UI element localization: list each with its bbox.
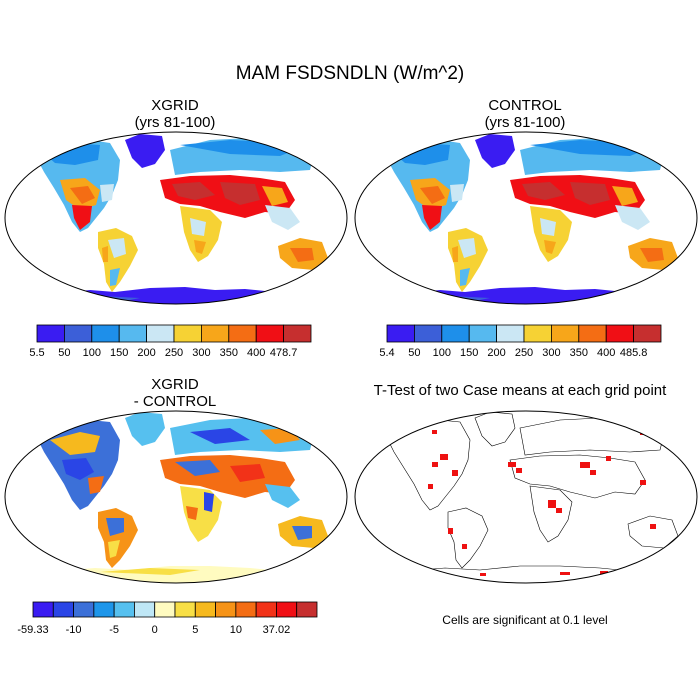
map-diff [4,410,348,584]
colorbar-diff-cell [194,601,216,618]
colorbar-diff-tick-label: 37.02 [262,624,291,636]
colorbar-xgrid-tick-label: 50 [58,347,71,359]
colorbar-diff-cell [154,601,176,618]
colorbar-xgrid-cell [228,324,257,343]
colorbar-diff-cell [296,601,318,618]
colorbar-xgrid-cell [200,324,230,343]
colorbar-control-cell [578,324,607,343]
colorbar-xgrid-cell [64,324,93,343]
colorbar-xgrid-cell [173,324,202,343]
colorbar-diff-tick-label: -5 [109,624,120,636]
panel-title-ttest-line1: T-Test of two Case means at each grid po… [373,382,667,399]
colorbar-xgrid-cell [283,324,312,343]
colorbar-control-cell [496,324,525,343]
colorbar-diff-cell [134,601,156,618]
colorbar-diff-tick-label: -10 [65,624,82,636]
colorbar-diff-tick-label: 5 [192,624,199,636]
colorbar-diff-cell [174,601,196,618]
colorbar-diff-cell [73,601,95,618]
colorbar-xgrid-tick-label: 400 [247,347,266,359]
colorbar-diff [32,601,318,618]
colorbar-diff-tick-label: 0 [151,624,158,636]
colorbar-diff-cell [113,601,135,618]
colorbar-diff-tick-label: -59.33 [17,624,49,636]
colorbar-xgrid-tick-label: 200 [137,347,156,359]
colorbar-control-cell [468,324,498,343]
colorbar-diff-cell [32,601,54,618]
colorbar-control-cell [386,324,415,343]
panel-title-diff-line2: - CONTROL [133,393,217,410]
colorbar-xgrid-cell [146,324,175,343]
colorbar-control-cell [605,324,635,343]
ttest-footnote: Cells are significant at 0.1 level [442,613,608,627]
panel-title-xgrid: XGRID (yrs 81-100) [55,97,295,131]
colorbar-xgrid-tick-label: 350 [219,347,238,359]
colorbar-control-tick-label: 250 [514,347,534,359]
colorbar-xgrid-cell [91,324,120,343]
colorbar-xgrid-cell [255,324,285,343]
colorbar-xgrid-cell [118,324,147,343]
map-xgrid [4,131,348,305]
colorbar-control-tick-label: 50 [408,347,421,359]
panel-title-diff-line1: XGRID [151,376,199,393]
map-ttest-field [384,411,679,579]
panel-title-xgrid-line1: XGRID [151,97,199,114]
colorbar-control-cell [633,324,662,343]
panel-title-control-line2: (yrs 81-100) [484,114,566,131]
panel-title-xgrid-line2: (yrs 81-100) [134,114,216,131]
ttest-coastlines [384,411,679,579]
colorbar-xgrid-tick-label: 250 [164,347,184,359]
colorbar-xgrid-tick-label: 150 [110,347,129,359]
colorbar-control-tick-label: 485.8 [619,347,648,359]
panel-title-diff: XGRID - CONTROL [55,376,295,410]
colorbar-diff-cell [276,601,298,618]
colorbar-control-tick-label: 400 [597,347,616,359]
colorbar-diff-tick-label: 10 [229,624,242,636]
colorbar-diff-cell [255,601,277,618]
colorbar-xgrid-cell [36,324,65,343]
colorbar-diff-cell [52,601,74,618]
map-control [354,131,698,305]
panel-title-ttest: T-Test of two Case means at each grid po… [345,382,695,399]
map-control-field [385,134,678,304]
colorbar-control-tick-label: 350 [569,347,588,359]
colorbar-control-tick-label: 300 [542,347,561,359]
map-xgrid-field [35,134,328,304]
colorbar-xgrid-tick-label: 5.5 [29,347,45,359]
colorbar-control [386,324,662,343]
colorbar-control-cell [523,324,552,343]
colorbar-control-tick-label: 5.4 [379,347,395,359]
ttest-significant-cells [428,430,656,577]
map-diff-field [35,412,328,583]
panel-title-control: CONTROL (yrs 81-100) [405,97,645,131]
colorbar-control-cell [551,324,580,343]
colorbar-control-tick-label: 100 [432,347,451,359]
colorbar-control-cell [441,324,470,343]
colorbar-xgrid [36,324,312,343]
colorbar-control-cell [413,324,443,343]
colorbar-xgrid-tick-label: 100 [82,347,101,359]
figure-title: MAM FSDSNDLN (W/m^2) [235,63,465,84]
colorbar-diff-cell [235,601,257,618]
colorbar-xgrid-tick-label: 300 [192,347,211,359]
colorbar-diff-cell [215,601,237,618]
colorbar-xgrid-tick-label: 478.7 [269,347,298,359]
map-ttest [354,410,698,584]
colorbar-control-tick-label: 150 [460,347,479,359]
colorbar-diff-cell [93,601,115,618]
panel-title-control-line1: CONTROL [488,97,562,114]
colorbar-control-tick-label: 200 [487,347,506,359]
